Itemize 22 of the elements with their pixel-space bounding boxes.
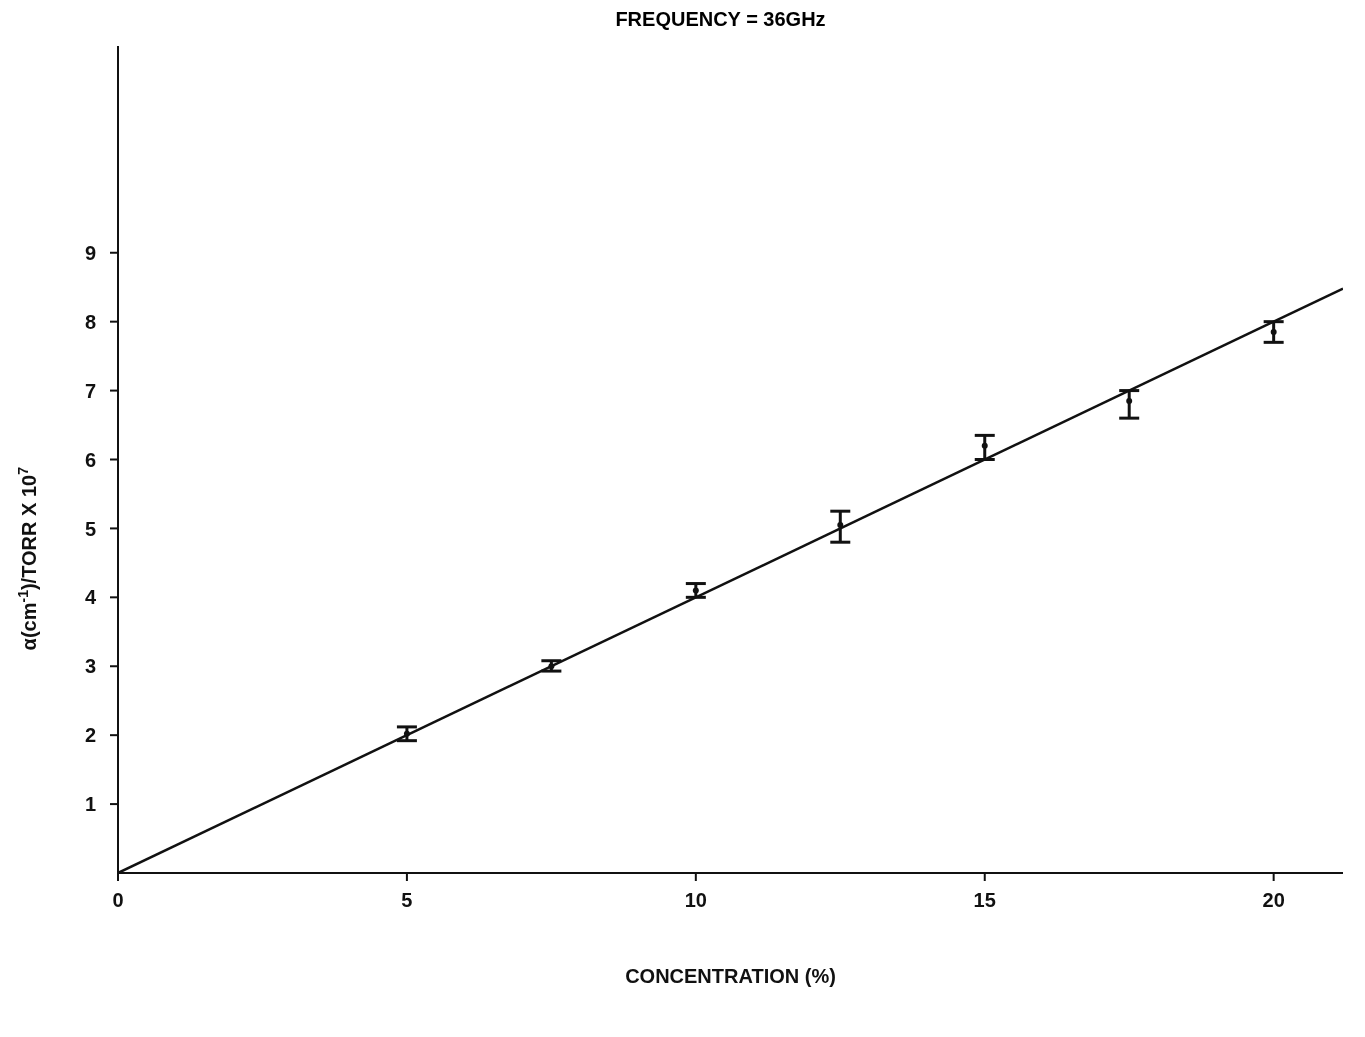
x-tick-label: 20 <box>1262 889 1285 912</box>
y-tick-label: 2 <box>84 724 96 747</box>
point <box>837 521 844 528</box>
x-axis-title: CONCENTRATION (%) <box>625 965 836 987</box>
point <box>1126 397 1133 404</box>
y-tick-label: 1 <box>84 793 96 816</box>
y-tick-label: 9 <box>84 241 96 264</box>
y-tick-label: 4 <box>84 586 97 609</box>
y-tick-label: 6 <box>84 448 96 471</box>
y-tick-label: 8 <box>84 310 96 333</box>
x-tick-label: 5 <box>401 889 413 912</box>
y-tick-label: 7 <box>84 379 96 402</box>
point <box>981 442 988 449</box>
y-tick-label: 5 <box>84 517 96 540</box>
x-tick-label: 0 <box>112 889 124 912</box>
point <box>1270 329 1277 335</box>
point <box>692 587 699 594</box>
chart-title: FREQUENCY = 36GHz <box>614 8 827 32</box>
point <box>403 730 410 737</box>
x-tick-label: 15 <box>973 889 996 912</box>
y-tick-label: 3 <box>84 655 96 678</box>
x-tick-label: 10 <box>684 889 707 912</box>
